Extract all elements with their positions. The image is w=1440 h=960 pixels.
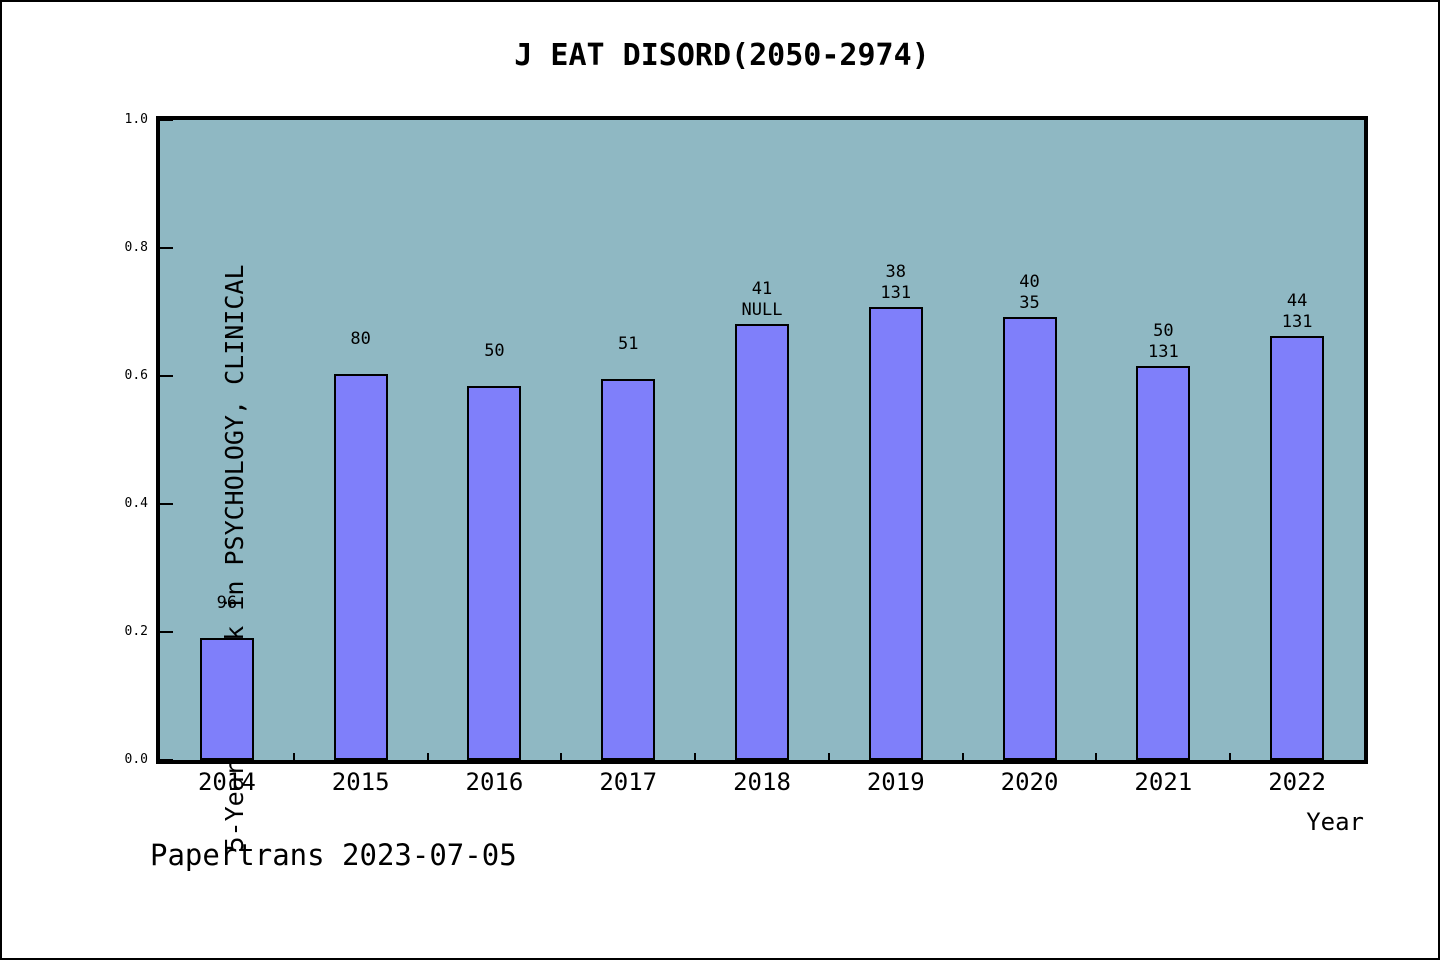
y-tick-label: 0.0: [124, 752, 148, 767]
x-tick-mark: [426, 753, 429, 760]
bar-2015: [333, 374, 388, 760]
x-tick-label-2021: 2021: [1134, 768, 1193, 796]
bar-value-label-2020: 40 35: [1019, 272, 1040, 313]
y-tick-mark: [160, 759, 173, 761]
bar-value-label-2015: 80: [350, 329, 371, 349]
bar-value-label-2016: 50: [484, 341, 505, 361]
bar-2022: [1270, 336, 1325, 760]
y-tick-mark: [160, 119, 173, 121]
y-tick-label: 0.6: [124, 368, 148, 383]
y-tick-mark: [160, 247, 173, 249]
x-tick-label-2016: 2016: [465, 768, 524, 796]
x-tick-label-2019: 2019: [866, 768, 925, 796]
bar-2019: [868, 307, 923, 760]
y-tick-mark: [160, 375, 173, 377]
x-tick-mark: [961, 753, 964, 760]
y-tick-mark: [160, 631, 173, 633]
x-tick-mark: [827, 753, 830, 760]
bar-value-label-2019: 38 131: [880, 262, 912, 303]
x-tick-label-2018: 2018: [733, 768, 791, 796]
x-tick-mark: [694, 753, 697, 760]
bar-value-label-2014: 96: [216, 593, 238, 613]
x-tick-label-2017: 2017: [599, 768, 658, 796]
x-tick-label-2020: 2020: [1000, 768, 1059, 796]
bar-2017: [601, 379, 656, 760]
x-tick-label-2022: 2022: [1268, 768, 1326, 796]
bar-value-label-2021: 50 131: [1147, 321, 1179, 362]
x-tick-label-2014: 2014: [197, 768, 256, 796]
bar-2014: [199, 638, 254, 760]
y-axis-label: 5-Year JIF Rank in PSYCHOLOGY, CLINICAL: [220, 264, 249, 852]
bar-2018: [735, 324, 789, 760]
bar-value-label-2017: 51: [617, 334, 639, 354]
bar-2016: [467, 386, 522, 760]
x-axis-label: Year: [1306, 808, 1364, 836]
x-tick-label-2015: 2015: [331, 768, 390, 796]
y-tick-label: 0.4: [124, 496, 148, 511]
y-tick-label: 0.8: [124, 240, 148, 255]
y-tick-label: 1.0: [124, 112, 148, 127]
x-tick-mark: [1095, 753, 1098, 760]
plot-area: 5-Year JIF Rank in PSYCHOLOGY, CLINICAL …: [125, 112, 1368, 852]
bar-2020: [1002, 317, 1057, 760]
x-tick-mark: [560, 753, 563, 760]
y-tick-label: 0.2: [124, 624, 148, 639]
chart-title: J EAT DISORD(2050-2974): [514, 38, 930, 73]
bar-2021: [1136, 366, 1191, 760]
x-tick-mark: [1229, 753, 1232, 760]
bar-value-label-2018: 41 NULL: [741, 279, 783, 320]
y-tick-mark: [160, 503, 173, 505]
x-tick-mark: [292, 753, 295, 760]
watermark-text: Papertrans 2023-07-05: [150, 838, 517, 872]
bar-value-label-2022: 44 131: [1281, 291, 1313, 332]
